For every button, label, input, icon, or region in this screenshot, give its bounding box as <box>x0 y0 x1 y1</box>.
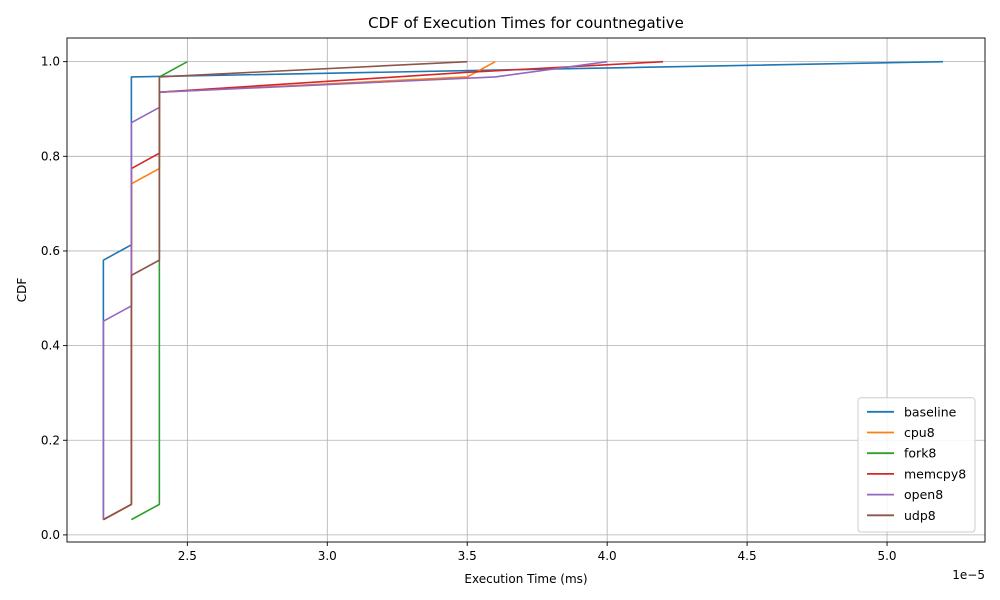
y-tick-label: 1.0 <box>41 55 60 69</box>
chart-title: CDF of Execution Times for countnegative <box>368 14 684 32</box>
series-line-open8 <box>102 60 608 520</box>
x-tick-label: 5.0 <box>877 549 896 563</box>
legend-label-udp8: udp8 <box>904 508 936 523</box>
plot-area: 2.5 3.0 3.5 4.0 4.5 5.0 0.0 0.2 0.4 0.6 0.8 1.0 base… <box>41 37 986 563</box>
series-line-udp8 <box>102 60 468 521</box>
x-tick-label: 4.5 <box>738 549 757 563</box>
x-tick-label: 4.0 <box>598 549 617 563</box>
x-tick-label: 3.5 <box>458 549 477 563</box>
x-tick-label: 3.0 <box>318 549 337 563</box>
x-axis-label: Execution Time (ms) <box>464 572 587 586</box>
y-tick-label: 0.2 <box>41 433 60 447</box>
y-tick-label: 0.0 <box>41 528 60 542</box>
legend-label-fork8: fork8 <box>904 446 936 461</box>
y-tick-label: 0.4 <box>41 339 60 353</box>
legend-box <box>857 397 976 533</box>
legend-label-open8: open8 <box>904 487 943 502</box>
x-tick-label: 2.5 <box>178 549 197 563</box>
axes-frame <box>66 37 986 543</box>
y-tick-label: 0.8 <box>41 149 60 163</box>
legend-label-baseline: baseline <box>904 404 957 419</box>
y-axis-label: CDF <box>15 278 29 303</box>
series-line-fork8 <box>130 60 188 521</box>
legend: baseline cpu8 fork8 memcpy8 open8 udp8 <box>857 397 976 533</box>
y-tick-label: 0.6 <box>41 244 60 258</box>
x-scale-offset-label: 1e−5 <box>952 568 985 582</box>
legend-label-memcpy8: memcpy8 <box>904 466 966 481</box>
legend-label-cpu8: cpu8 <box>904 425 935 440</box>
